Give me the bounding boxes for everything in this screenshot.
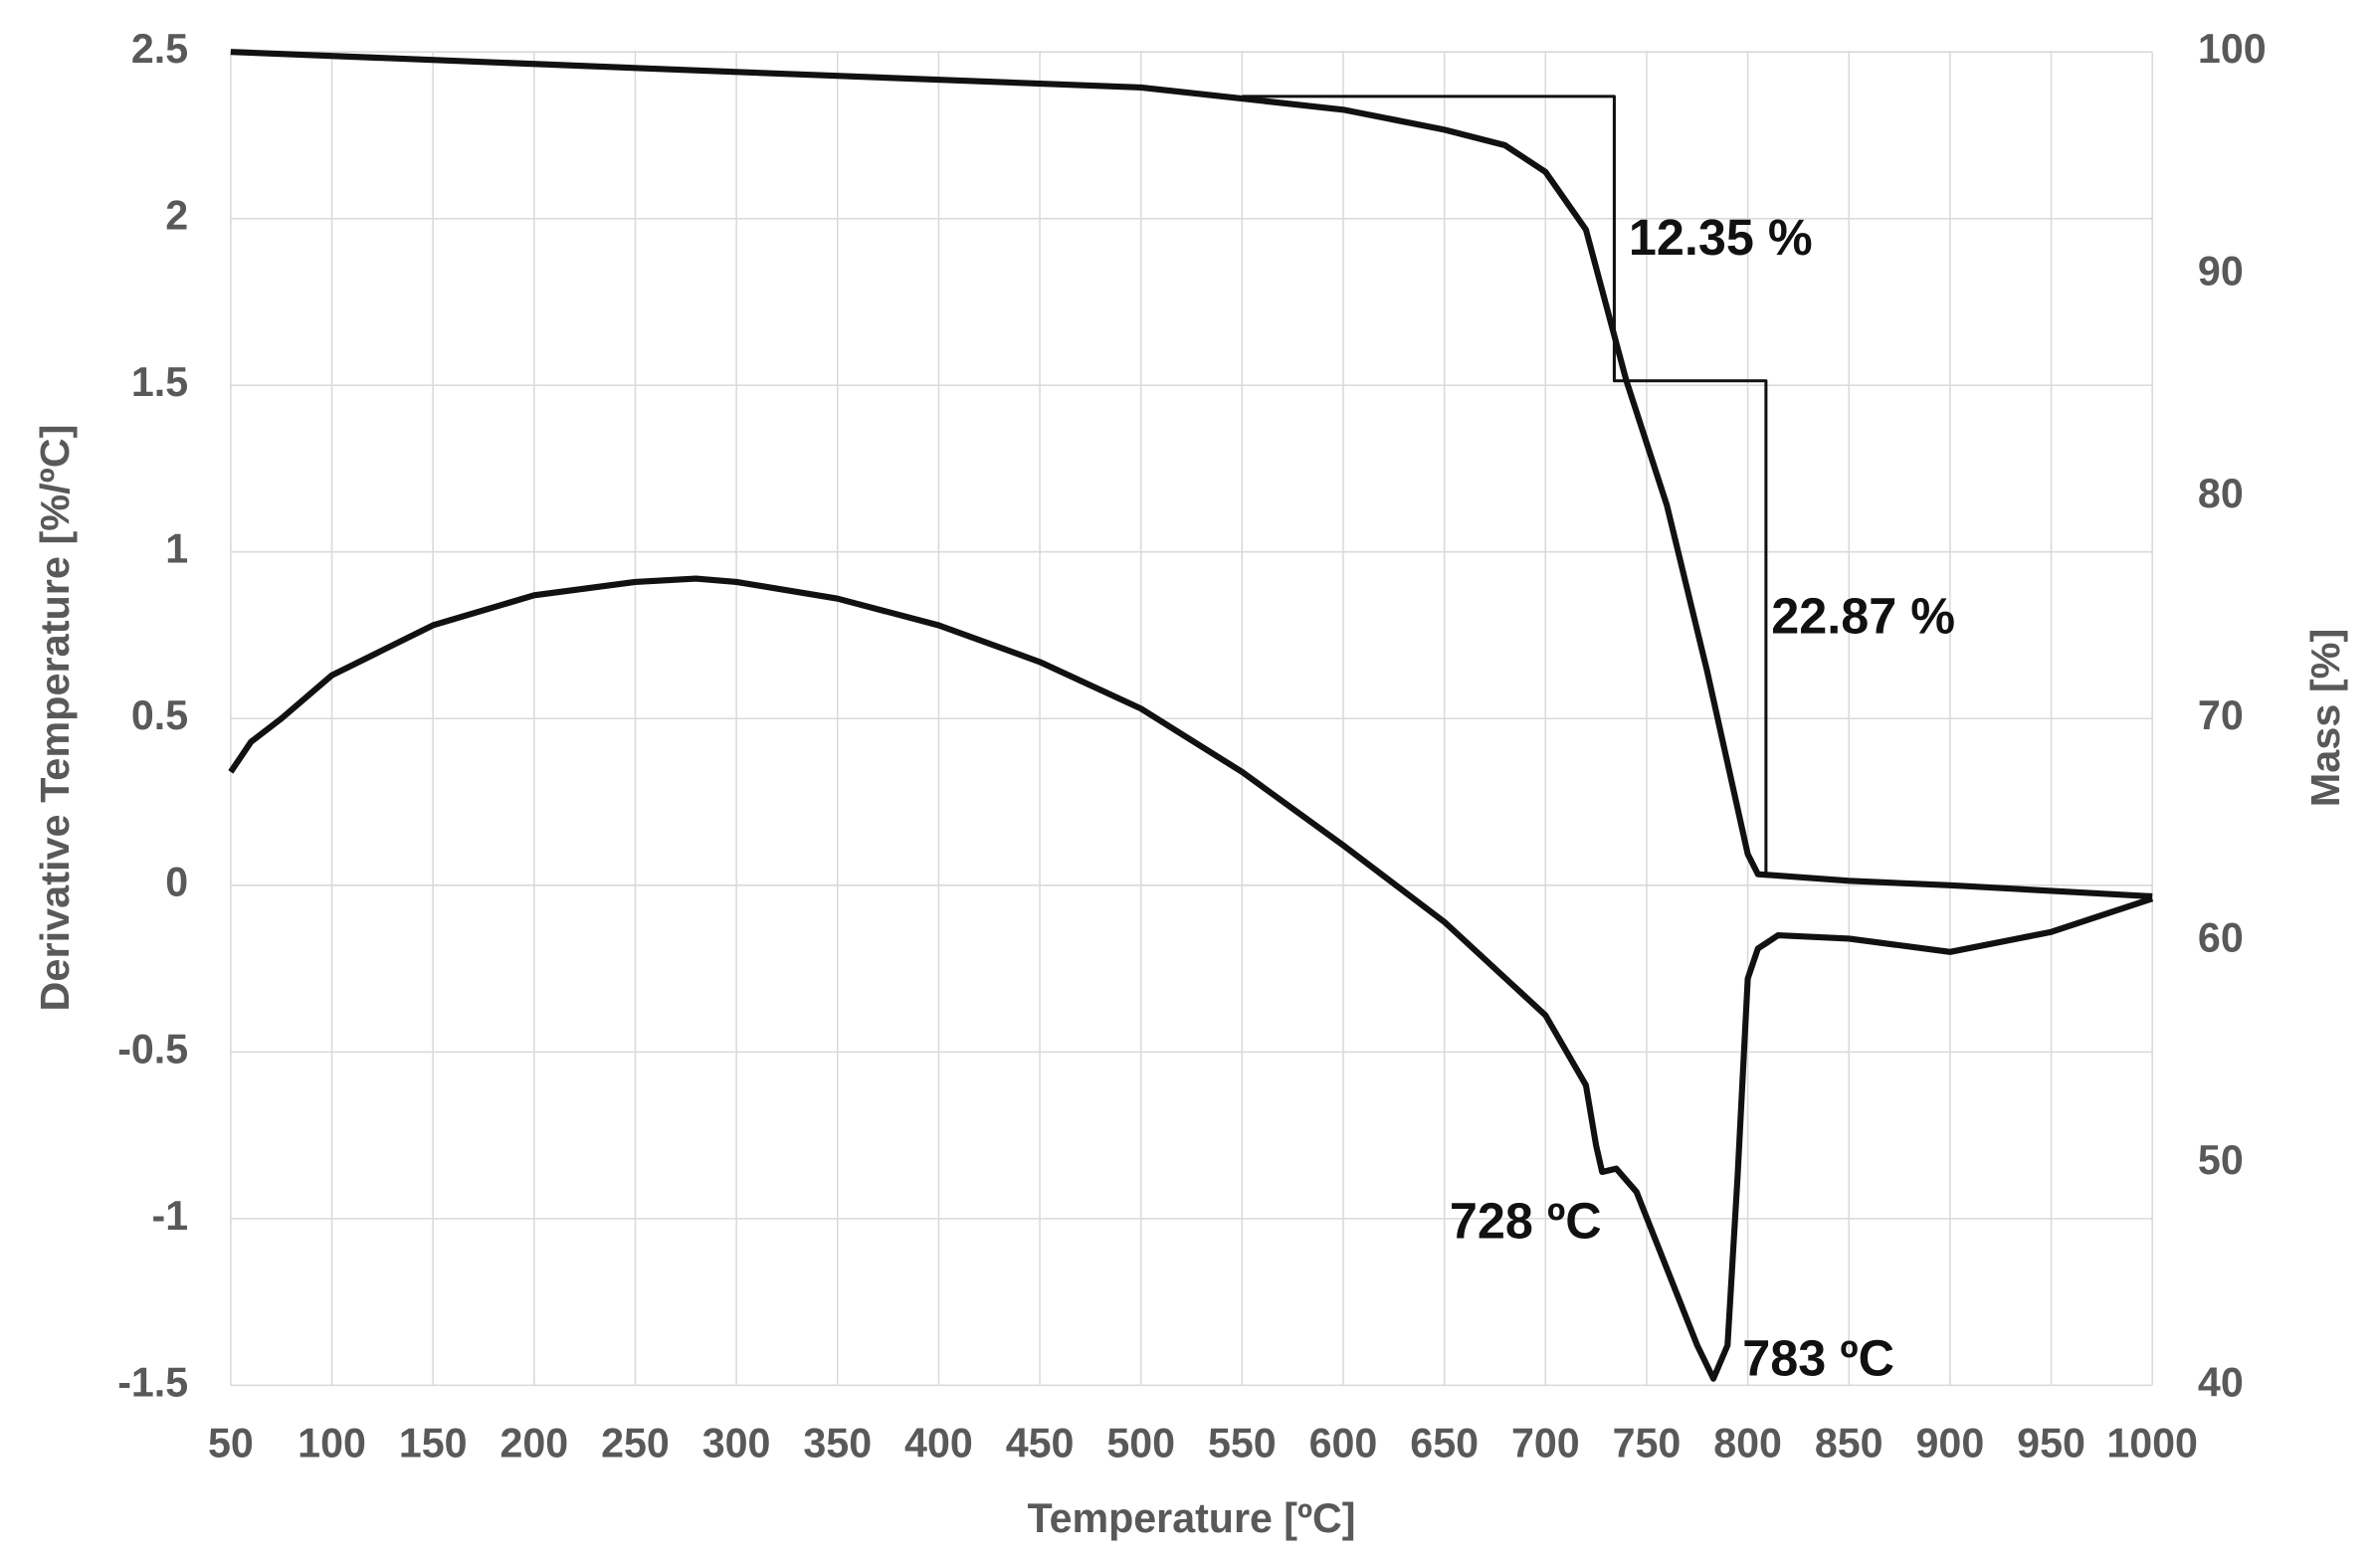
annotation: 12.35 % [1629,209,1813,266]
x-axis-title: Temperature [ºC] [1028,1495,1356,1541]
y-tick-label: -1 [152,1193,189,1239]
line [230,49,2153,900]
x-tick-label: 700 [1511,1421,1580,1466]
x-tick-label: 500 [1106,1421,1175,1466]
x-tick-label: 150 [399,1421,468,1466]
y-tick-label: 1.5 [131,359,188,405]
y2-axis-title: Mass [%] [2302,629,2348,808]
x-tick-label: 550 [1208,1421,1277,1466]
y-tick-label: 2 [165,193,188,239]
x-tick-label: 400 [904,1421,973,1466]
x-tick-label: 900 [1916,1421,1985,1466]
y2-tick-label: 100 [2198,26,2267,72]
annotation: 728 ºC [1450,1192,1602,1249]
y-tick-label: -1.5 [117,1359,188,1405]
x-tick-label: 600 [1309,1421,1378,1466]
x-tick-label: 200 [499,1421,568,1466]
line [228,575,2154,1382]
y-tick-label: 1 [165,526,188,572]
annotation: 22.87 % [1771,588,1955,645]
x-tick-label: 50 [208,1421,254,1466]
y-tick-label: -0.5 [117,1026,188,1072]
x-tick-label: 450 [1006,1421,1075,1466]
x-tick-label: 850 [1815,1421,1884,1466]
annotation: 783 ºC [1742,1330,1894,1387]
y-tick-label: 0.5 [131,692,188,738]
y2-tick-label: 50 [2198,1137,2244,1183]
y2-tick-label: 90 [2198,248,2244,293]
y-tick-label: 2.5 [131,26,188,72]
x-tick-label: 100 [298,1421,366,1466]
step-line [1242,95,1768,875]
x-tick-label: 350 [803,1421,872,1466]
y2-tick-label: 70 [2198,692,2244,738]
x-tick-label: 300 [702,1421,771,1466]
y-axis-title: Derivative Temperature [%/ºC] [32,425,78,1012]
x-tick-label: 650 [1410,1421,1479,1466]
x-tick-label: 250 [601,1421,670,1466]
y2-tick-label: 80 [2198,471,2244,516]
x-tick-label: 950 [2017,1421,2085,1466]
y2-tick-label: 40 [2198,1359,2244,1405]
y2-tick-label: 60 [2198,914,2244,960]
y-tick-label: 0 [165,860,188,905]
x-tick-label: 1000 [2106,1421,2198,1466]
x-tick-label: 750 [1613,1421,1682,1466]
x-tick-label: 800 [1713,1421,1782,1466]
